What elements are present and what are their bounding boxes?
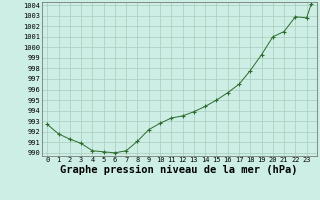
X-axis label: Graphe pression niveau de la mer (hPa): Graphe pression niveau de la mer (hPa): [60, 165, 298, 175]
